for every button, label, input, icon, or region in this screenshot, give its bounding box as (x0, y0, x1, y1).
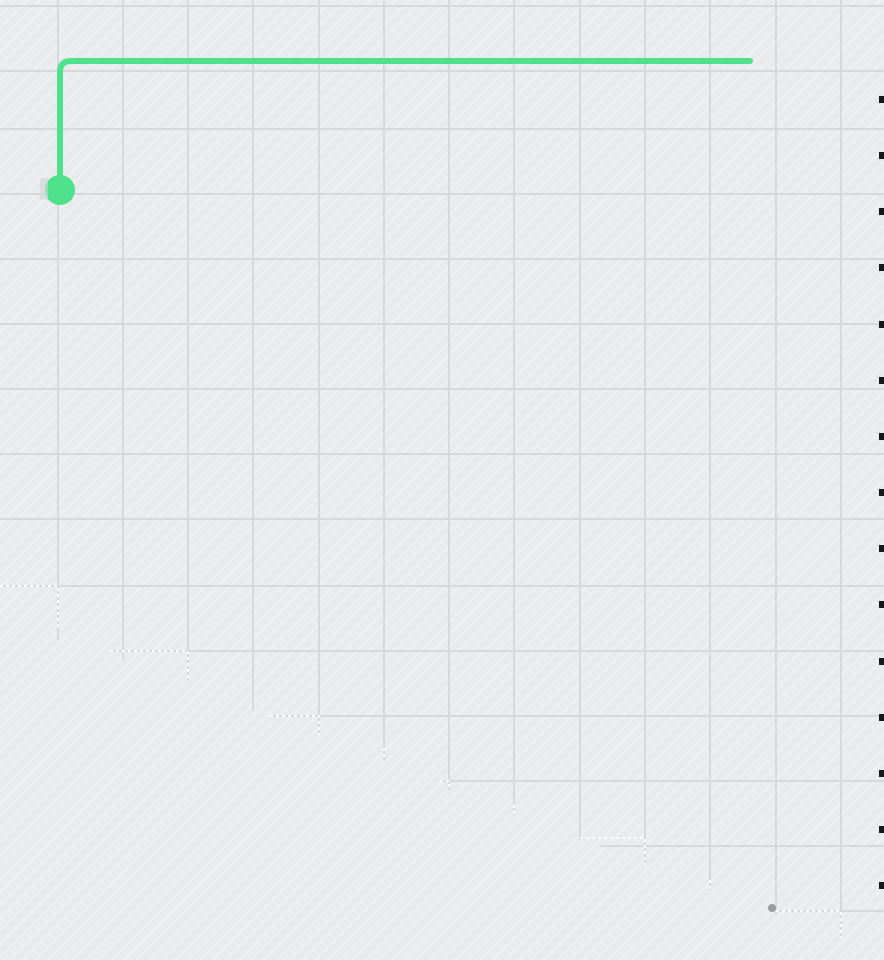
edge-tick (879, 882, 884, 889)
edge-tick (879, 658, 884, 665)
grid-horizontal-lines (0, 5, 884, 912)
edge-tick (879, 377, 884, 384)
edge-tick (879, 714, 884, 721)
edge-tick (879, 826, 884, 833)
stair-step-outline (0, 585, 842, 940)
edge-tick (879, 96, 884, 103)
edge-tick (879, 601, 884, 608)
green-dot-icon (45, 175, 75, 205)
gray-dot-icon (768, 904, 776, 912)
edge-tick (879, 208, 884, 215)
highlight-connector-line (57, 58, 753, 181)
edge-tick (879, 321, 884, 328)
right-edge-ticks (879, 96, 884, 889)
dot-shadow (40, 178, 48, 200)
edge-tick (879, 545, 884, 552)
edge-tick (879, 152, 884, 159)
grid-vertical-lines (57, 0, 842, 940)
edge-tick (879, 770, 884, 777)
edge-tick (879, 433, 884, 440)
edge-tick (879, 264, 884, 271)
edge-tick (879, 489, 884, 496)
